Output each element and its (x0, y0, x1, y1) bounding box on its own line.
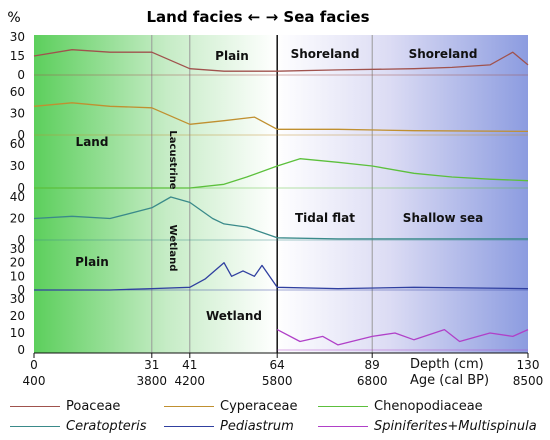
y-tick-label: 20 (10, 256, 25, 270)
legend-swatch (164, 426, 214, 427)
age-tick-label: 6800 (357, 374, 388, 388)
zone-label-land: Land (76, 135, 109, 149)
age-tick-label: 8500 (513, 374, 544, 388)
y-tick-label: 0 (17, 233, 25, 247)
age-tick-label: 5800 (262, 374, 293, 388)
y-tick-label: 0 (17, 181, 25, 195)
panel-5: 30 20 10 0 (10, 292, 529, 357)
panel-3: 40 20 0 (10, 190, 528, 247)
y-tick-label: 30 (10, 292, 25, 306)
panel-2: 60 30 0 (10, 137, 529, 195)
chart-title: Land facies ← → Sea facies (146, 8, 369, 26)
panel-0: 30 15 0 (10, 30, 529, 82)
y-tick-label: 10 (10, 269, 25, 283)
age-tick-label: 3800 (137, 374, 168, 388)
legend-swatch (318, 426, 368, 427)
zone-label-tidal-flat: Tidal flat (295, 211, 355, 225)
y-tick-label: 0 (17, 68, 25, 82)
depth-tick-label: 64 (270, 358, 285, 372)
y-tick-label: 0 (17, 128, 25, 142)
series-line-cyperaceae (33, 102, 529, 133)
x-axis-label-age: Age (cal BP) (410, 373, 489, 388)
y-tick-label: 30 (10, 242, 25, 256)
zone-label-lacustrine: Lacustrine (167, 130, 178, 189)
series-line-spiniferites-multispinula (276, 328, 529, 346)
y-tick-label: 30 (10, 107, 25, 121)
legend-label: Ceratopteris (66, 419, 147, 434)
legend-swatch (318, 406, 368, 407)
legend-item-ceratopteris: Ceratopteris (10, 417, 147, 437)
y-tick-label: 40 (10, 190, 25, 204)
legend-item-pediastrum: Pediastrum (164, 417, 294, 437)
zone-label-shoreland-2: Shoreland (409, 47, 478, 61)
depth-tick-label: 41 (182, 358, 197, 372)
zone-label-shoreland-1: Shoreland (291, 47, 360, 61)
legend-label: Poaceae (66, 399, 121, 414)
zone-label-wetland-vertical: Wetland (167, 225, 178, 272)
y-tick-label: 20 (10, 212, 25, 226)
zone-label-plain-top: Plain (215, 49, 249, 63)
legend-label: Cyperaceae (220, 399, 298, 414)
legend: Poaceae Cyperaceae Chenopodiaceae Cerato… (0, 395, 550, 440)
legend-swatch (164, 406, 214, 407)
zone-label-plain-lower: Plain (75, 255, 109, 269)
legend-label: Spiniferites+Multispinula (374, 419, 537, 434)
y-tick-label: 0 (17, 343, 25, 357)
zone-label-shallow-sea: Shallow sea (403, 211, 483, 225)
legend-item-spiniferites-multispinula: Spiniferites+Multispinula (318, 417, 537, 437)
age-tick-label: 400 (23, 374, 46, 388)
y-tick-label: 30 (10, 30, 25, 44)
depth-tick-label: 31 (144, 358, 159, 372)
depth-tick-label: 89 (365, 358, 380, 372)
legend-item-cyperaceae: Cyperaceae (164, 397, 297, 417)
legend-label: Chenopodiaceae (374, 399, 483, 414)
depth-tick-label: 0 (30, 358, 38, 372)
y-tick-label: 10 (10, 326, 25, 340)
series-line-ceratopteris (33, 196, 528, 240)
legend-item-chenopodiaceae: Chenopodiaceae (318, 397, 483, 417)
y-tick-label: 60 (10, 137, 25, 151)
series-line-poaceae (33, 49, 529, 72)
y-tick-label: 20 (10, 309, 25, 323)
series-line-pediastrum (34, 262, 529, 291)
y-unit-label: % (7, 10, 20, 26)
age-tick-label: 4200 (175, 374, 206, 388)
x-axis-label-depth: Depth (cm) (410, 357, 484, 372)
land-background (34, 35, 276, 353)
sea-background (276, 35, 528, 353)
y-tick-label: 60 (10, 85, 25, 99)
panel-1: 60 30 0 (10, 85, 529, 142)
depth-tick-label: 130 (517, 358, 540, 372)
legend-swatch (10, 426, 60, 427)
legend-item-poaceae: Poaceae (10, 397, 120, 417)
legend-swatch (10, 406, 60, 407)
zone-label-wetland: Wetland (206, 309, 262, 323)
y-tick-label: 0 (17, 283, 25, 297)
y-tick-label: 15 (10, 49, 25, 63)
legend-label: Pediastrum (220, 419, 294, 434)
y-tick-label: 30 (10, 159, 25, 173)
